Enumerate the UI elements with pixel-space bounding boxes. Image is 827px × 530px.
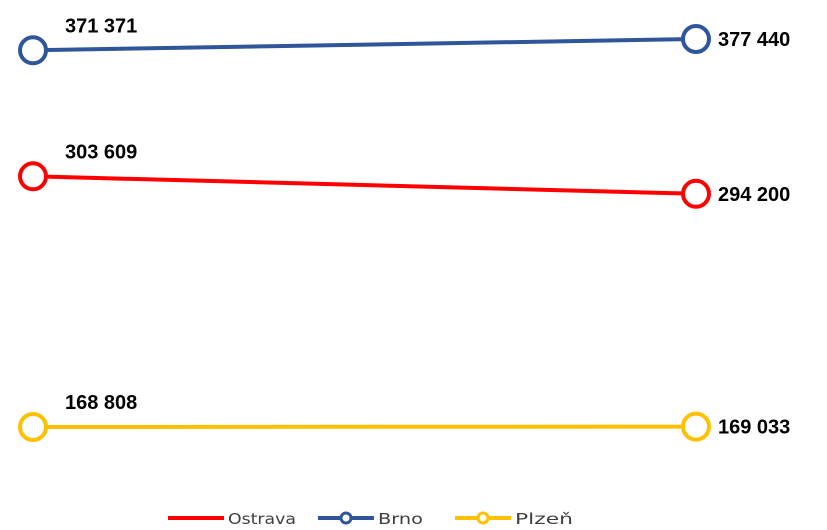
data-point-brno-0 (18, 35, 48, 66)
series-ostrava: 303 609 294 200 (18, 141, 790, 209)
legend: Ostrava Brno Plzeň (168, 510, 573, 528)
data-point-brno-1 (681, 24, 711, 54)
series-plzen: 168 808 169 033 (18, 392, 790, 442)
series-line-brno (32, 37, 697, 53)
legend-label-brno: Brno (378, 510, 423, 528)
legend-item-ostrava: Ostrava (168, 510, 296, 528)
data-point-plzen-1 (681, 411, 711, 442)
data-label-ostrava-start: 303 609 (65, 141, 137, 163)
series-line-ostrava (32, 174, 697, 196)
series-brno: 371 371 377 440 (18, 15, 790, 66)
data-point-plzen-0 (18, 412, 48, 442)
legend-marker-plzen (476, 511, 490, 525)
legend-item-plzen: Plzeň (455, 510, 573, 528)
legend-item-brno: Brno (318, 510, 423, 528)
data-label-plzen-end: 169 033 (718, 417, 790, 439)
data-label-ostrava-end: 294 200 (718, 184, 790, 206)
data-label-brno-end: 377 440 (718, 29, 790, 51)
data-label-plzen-start: 168 808 (65, 392, 137, 414)
series-layer: 303 609 294 200 371 371 377 440 168 808 169 0… (18, 15, 790, 442)
data-label-brno-start: 371 371 (65, 15, 137, 37)
legend-label-plzen: Plzeň (515, 510, 573, 528)
legend-marker-brno (339, 511, 353, 525)
data-point-ostrava-0 (18, 161, 48, 192)
data-point-ostrava-1 (681, 178, 711, 209)
legend-label-ostrava: Ostrava (228, 510, 296, 528)
